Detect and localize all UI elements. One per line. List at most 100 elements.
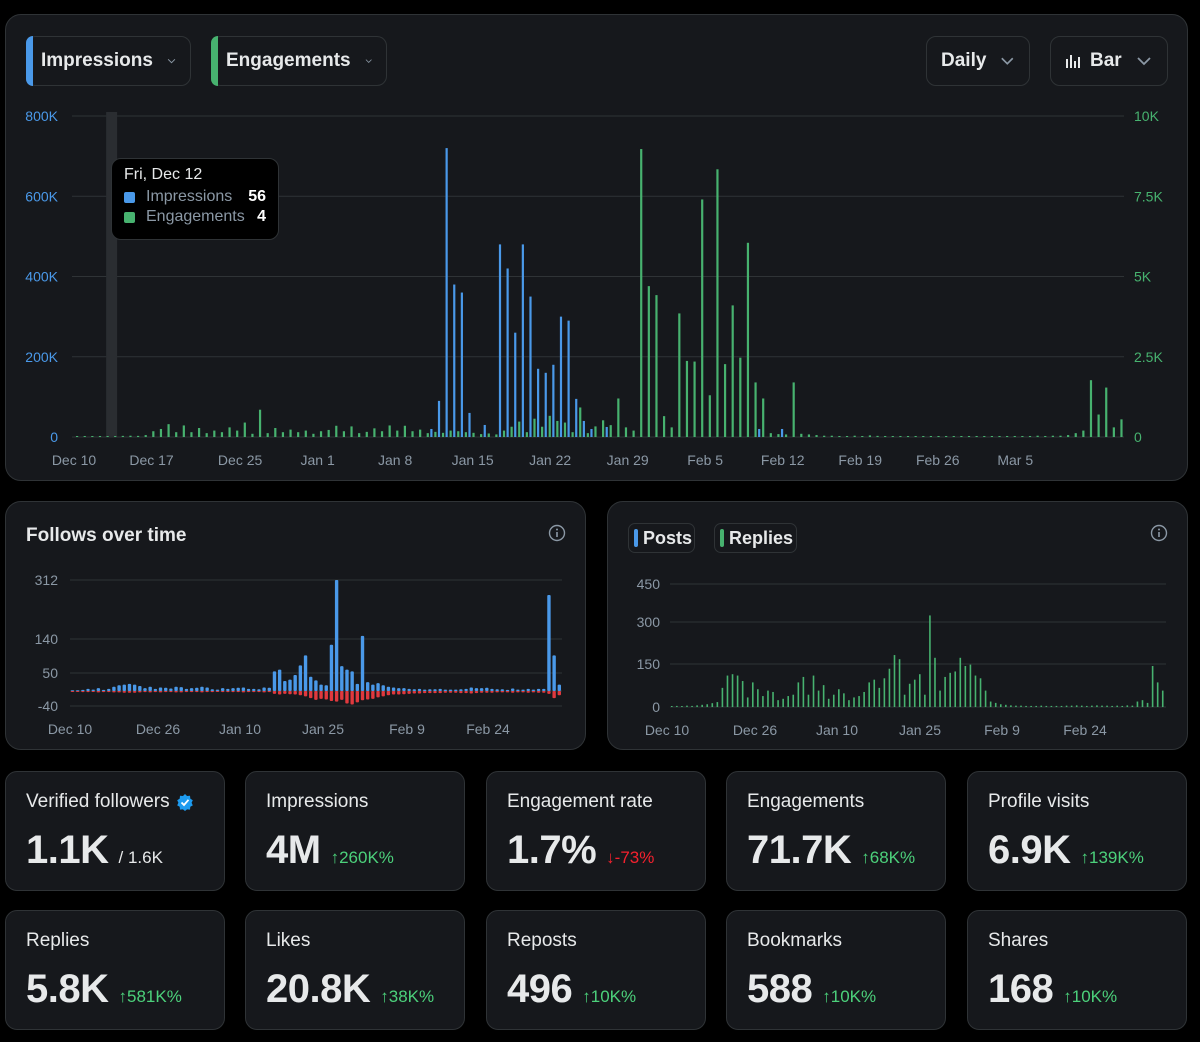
y-tick: -40 bbox=[38, 698, 58, 714]
metric-card-impressions[interactable]: Impressions 4M ↑260K% bbox=[245, 771, 465, 891]
metric-card-shares[interactable]: Shares 168 ↑10K% bbox=[967, 910, 1187, 1030]
replies-bar bbox=[681, 706, 683, 707]
replies-bar bbox=[1015, 705, 1017, 707]
unfollows-bar bbox=[122, 691, 126, 693]
x-tick: Feb 19 bbox=[838, 452, 882, 468]
engagements-bar bbox=[243, 422, 246, 437]
replies-bar bbox=[969, 664, 972, 707]
unfollows-bar bbox=[101, 691, 106, 693]
metric-change-value: -73% bbox=[614, 848, 655, 867]
follows-bar bbox=[262, 687, 266, 691]
metric-card-profile-visits[interactable]: Profile visits 6.9K ↑139K% bbox=[967, 771, 1187, 891]
unfollows-bar bbox=[189, 691, 194, 693]
engagements-bar bbox=[98, 436, 102, 437]
engagements-bar bbox=[144, 435, 147, 437]
impressions-bar bbox=[468, 412, 471, 437]
engagements-bar bbox=[106, 436, 109, 437]
metric-card-likes[interactable]: Likes 20.8K ↑38K% bbox=[245, 910, 465, 1030]
y-right-tick: 10K bbox=[1134, 108, 1160, 124]
engagements-bar bbox=[571, 432, 574, 437]
engagements-bar bbox=[487, 433, 490, 437]
metric-value: 588 bbox=[747, 967, 813, 1011]
metric-card-engagements[interactable]: Engagements 71.7K ↑68K% bbox=[726, 771, 946, 891]
metric-card-replies[interactable]: Replies 5.8K ↑581K% bbox=[5, 910, 225, 1030]
info-icon[interactable] bbox=[548, 524, 566, 542]
engagements-bar bbox=[945, 436, 948, 437]
info-icon[interactable] bbox=[1150, 524, 1168, 542]
metric-row: 4M ↑260K% bbox=[266, 828, 394, 873]
replies-bar bbox=[762, 696, 764, 707]
chart-type-dropdown[interactable]: Bar bbox=[1050, 36, 1168, 86]
arrow-up-icon: ↑ bbox=[822, 987, 831, 1006]
replies-bar bbox=[812, 675, 815, 707]
metric-row: 1.7% ↓-73% bbox=[507, 828, 654, 873]
metric-card-verified-followers[interactable]: Verified followers 1.1K / 1.6K bbox=[5, 771, 225, 891]
metric-card-engagement-rate[interactable]: Engagement rate 1.7% ↓-73% bbox=[486, 771, 706, 891]
metric1-dropdown[interactable]: Impressions bbox=[26, 36, 191, 86]
follows-bar bbox=[547, 594, 551, 691]
replies-bar bbox=[999, 704, 1002, 707]
follows-bar bbox=[283, 681, 287, 691]
metric-label: Engagements bbox=[747, 791, 865, 812]
follows-bar bbox=[552, 655, 556, 691]
metric-label: Reposts bbox=[507, 930, 577, 951]
impressions-bar bbox=[529, 296, 532, 437]
unfollows-bar bbox=[205, 691, 209, 693]
replies-bar bbox=[726, 675, 729, 707]
engagements-bar bbox=[480, 434, 483, 437]
follows-bar bbox=[112, 686, 116, 691]
engagements-bar bbox=[83, 436, 86, 437]
metric-card-bookmarks[interactable]: Bookmarks 588 ↑10K% bbox=[726, 910, 946, 1030]
engagements-swatch bbox=[124, 211, 135, 223]
engagements-bar bbox=[723, 364, 727, 437]
interval-label: Daily bbox=[941, 50, 987, 71]
engagements-bar bbox=[655, 295, 658, 437]
posts-accent bbox=[634, 529, 638, 547]
unfollows-bar bbox=[314, 691, 318, 700]
interval-dropdown[interactable]: Daily bbox=[926, 36, 1030, 86]
follows-bar bbox=[521, 689, 525, 691]
main-chart[interactable]: 0 200K 400K 600K 800K 0 2.5K 5K 7.5K 10K Dec 10 Dec… bbox=[6, 15, 1189, 482]
engagements-bar bbox=[990, 436, 993, 437]
follows-bar bbox=[340, 666, 344, 691]
engagements-bar bbox=[129, 435, 132, 437]
replies-bar bbox=[1025, 705, 1027, 707]
y-right-tick: 0 bbox=[1134, 429, 1142, 445]
unfollows-bar bbox=[407, 691, 411, 694]
engagements-bar bbox=[792, 382, 795, 437]
unfollows-bar bbox=[469, 691, 473, 694]
follows-bar bbox=[164, 687, 168, 691]
engagements-bar bbox=[1067, 435, 1070, 437]
engagements-bar bbox=[441, 432, 445, 437]
impressions-bar bbox=[544, 372, 547, 437]
replies-bar bbox=[757, 689, 759, 707]
unfollows-bar bbox=[511, 691, 515, 693]
unfollows-bar bbox=[542, 691, 546, 693]
engagements-bar bbox=[1044, 436, 1047, 437]
replies-bar bbox=[1040, 705, 1043, 707]
engagements-bar bbox=[1112, 427, 1115, 437]
metric-total: / 1.6K bbox=[118, 848, 163, 867]
follows-bar bbox=[391, 687, 396, 691]
y-right-tick: 2.5K bbox=[1134, 349, 1163, 365]
follows-bar bbox=[448, 689, 453, 691]
follows-chart[interactable]: 312 140 50 -40 Dec 10 Dec 26 Jan 10 Jan 25 Feb 9… bbox=[6, 502, 587, 751]
metric2-dropdown[interactable]: Engagements bbox=[211, 36, 387, 86]
unfollows-bar bbox=[500, 691, 505, 693]
unfollows-bar bbox=[319, 691, 323, 699]
x-tick: Feb 26 bbox=[916, 452, 960, 468]
posts-replies-chart[interactable]: 450 300 150 0 Dec 10 Dec 26 Jan 10 Jan 25 Feb 9 F… bbox=[608, 502, 1189, 751]
x-tick: Dec 10 bbox=[48, 721, 93, 737]
engagements-bar bbox=[525, 432, 528, 437]
follows-bar bbox=[195, 687, 199, 691]
engagements-bar bbox=[662, 416, 666, 437]
engagements-bar bbox=[807, 434, 811, 437]
replies-pill[interactable]: Replies bbox=[714, 523, 797, 553]
engagements-bar bbox=[380, 431, 384, 437]
chevron-down-icon bbox=[167, 58, 176, 64]
replies-bar bbox=[1136, 701, 1139, 707]
posts-pill[interactable]: Posts bbox=[628, 523, 695, 553]
metric-card-reposts[interactable]: Reposts 496 ↑10K% bbox=[486, 910, 706, 1030]
follows-bar bbox=[257, 689, 261, 691]
unfollows-bar bbox=[262, 691, 266, 693]
